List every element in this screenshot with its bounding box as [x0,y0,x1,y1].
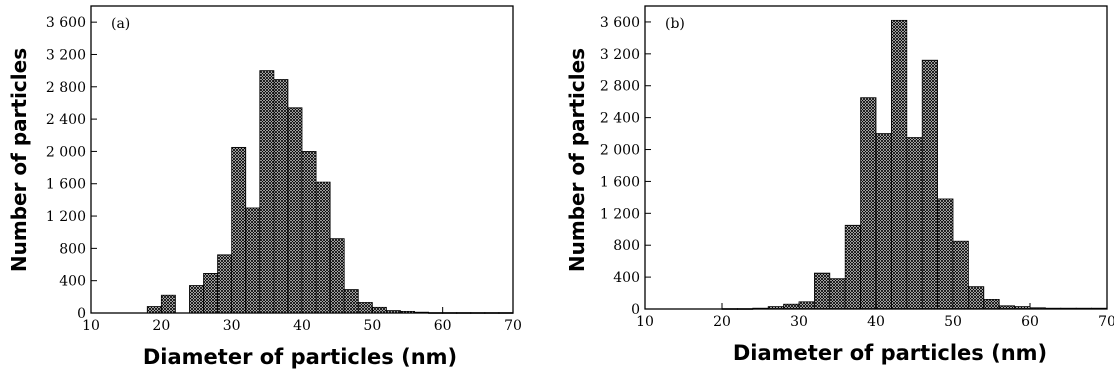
y-tick-label-a-1200: 1 200 [46,209,86,225]
x-tick-label-b-40: 40 [867,314,885,330]
x-tick-label-b-70: 70 [1098,314,1114,330]
y-tick-label-b-2000: 2 000 [600,143,640,159]
y-tick-label-a-3200: 3 200 [46,47,86,63]
y-tick-label-b-3600: 3 600 [600,15,640,31]
histogram-bar-a-40nm [301,151,317,314]
panel-label-b: (b) [665,16,685,32]
histogram-bar-a-44nm [329,238,345,314]
x-ticks-panel-a: 10 20 30 40 50 60 70 [82,307,522,334]
histogram-bar-a-48nm [357,302,373,314]
x-tick-label-a-60: 60 [434,318,452,334]
x-axis-title-panel-a: Diameter of particles (nm) [143,345,457,369]
histogram-bar-b-52nm [968,286,985,310]
y-ticks-panel-a: 0 400 800 1 200 1 600 2 000 2 400 2 800 3 200 3 6… [46,15,97,322]
bars-panel-a [146,70,514,314]
histogram-bar-b-32nm [814,272,831,310]
histogram-bar-a-18nm [146,306,162,314]
histogram-bar-b-46nm [921,59,939,310]
histogram-bar-b-42nm [891,19,908,310]
histogram-bar-b-36nm [844,224,862,310]
y-tick-label-b-2800: 2 800 [600,79,640,95]
x-axis-title-panel-b: Diameter of particles (nm) [733,341,1047,365]
y-tick-label-b-400: 400 [613,270,640,286]
y-axis-title-panel-b: Number of particles [565,48,589,272]
x-tick-label-b-60: 60 [1021,314,1039,330]
histogram-bar-a-24nm [189,285,204,314]
bars-panel-b [721,19,1108,310]
y-tick-label-a-0: 0 [77,306,86,322]
x-tick-label-a-20: 20 [152,318,170,334]
histogram-bar-a-32nm [245,207,261,314]
y-tick-label-a-800: 800 [59,241,86,257]
histogram-bar-b-38nm [860,97,877,310]
y-tick-label-a-2800: 2 800 [46,80,86,96]
y-tick-label-b-3200: 3 200 [600,47,640,63]
x-tick-label-a-50: 50 [363,318,381,334]
x-tick-label-a-70: 70 [504,318,522,334]
histogram-bar-a-50nm [371,306,387,314]
x-tick-label-b-20: 20 [713,314,731,330]
x-tick-label-a-40: 40 [293,318,311,334]
y-tick-label-a-2000: 2 000 [46,144,86,160]
histogram-bar-b-48nm [937,198,954,310]
histogram-bar-b-30nm [798,301,815,310]
histogram-bar-a-34nm [259,70,275,314]
chart-panel-b: 10 20 30 40 50 60 70 0 400 800 1 200 1 600 2 000 2 4… [565,5,1114,365]
histogram-bar-a-28nm [217,254,233,314]
y-tick-label-b-1600: 1 600 [600,174,640,190]
x-ticks-panel-b: 10 20 30 40 50 60 70 [636,303,1114,330]
y-axis-title-panel-a: Number of particles [7,48,31,272]
y-tick-label-a-2400: 2 400 [46,112,86,128]
histogram-bar-a-30nm [231,146,247,314]
histogram-bar-b-34nm [829,278,846,310]
x-tick-label-a-10: 10 [82,318,100,334]
histogram-bar-a-26nm [203,273,218,314]
histogram-bar-a-38nm [287,107,303,314]
histogram-bar-b-28nm [783,303,800,310]
x-tick-label-b-10: 10 [636,314,654,330]
histogram-bar-a-46nm [343,289,359,314]
y-tick-label-b-800: 800 [613,238,640,254]
histogram-bar-b-50nm [952,240,969,310]
y-tick-label-b-0: 0 [631,302,640,318]
y-tick-label-b-2400: 2 400 [600,111,640,127]
panel-label-a: (a) [111,16,130,32]
histogram-bar-a-20nm [160,294,176,314]
histogram-bar-a-36nm [273,79,289,314]
x-tick-label-b-50: 50 [944,314,962,330]
histogram-bar-b-44nm [906,137,923,310]
x-tick-label-b-30: 30 [790,314,808,330]
x-tick-label-a-30: 30 [223,318,241,334]
histogram-bar-b-54nm [983,299,1000,310]
y-tick-label-a-400: 400 [59,274,86,290]
chart-panel-a: 10 20 30 40 50 60 70 0 400 800 1 200 1 600 2 000 2 4… [7,5,522,369]
histogram-bar-a-42nm [315,181,331,314]
y-tick-label-a-1600: 1 600 [46,177,86,193]
histogram-bar-b-40nm [875,133,892,310]
y-ticks-panel-b: 0 400 800 1 200 1 600 2 000 2 400 2 800 3 200 3 6… [600,15,651,318]
y-tick-label-a-3600: 3 600 [46,15,86,31]
y-tick-label-b-1200: 1 200 [600,206,640,222]
